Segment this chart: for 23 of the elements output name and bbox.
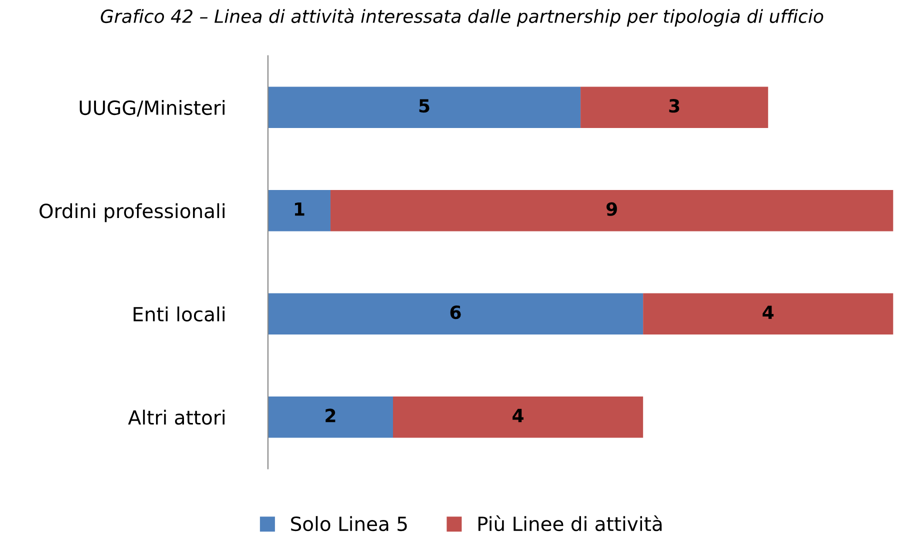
- legend-label: Più Linee di attività: [478, 515, 662, 532]
- data-label: 9: [606, 202, 617, 216]
- data-label: 1: [294, 202, 304, 216]
- data-label: 5: [419, 99, 430, 113]
- bar: [393, 396, 644, 438]
- bar: [330, 190, 894, 232]
- bar: [268, 396, 393, 438]
- y-tick-label: Enti locali: [134, 306, 224, 322]
- bar: [580, 86, 768, 128]
- data-label: 2: [326, 408, 336, 422]
- bar: [268, 190, 330, 232]
- bar: [268, 86, 581, 128]
- data-label: 4: [762, 306, 774, 319]
- bar: [643, 293, 894, 335]
- y-tick-label: UUGG/Ministeri: [80, 100, 224, 117]
- y-tick-label: Altri attori: [128, 410, 224, 425]
- data-label: 3: [669, 98, 680, 113]
- legend-label: Solo Linea 5: [291, 516, 407, 532]
- data-label: 6: [450, 305, 461, 320]
- bar: [268, 293, 644, 335]
- data-label: 4: [512, 408, 524, 422]
- y-tick-label: Ordini professionali: [40, 203, 224, 222]
- chart-title: Grafico 42 – Linea di attività interessata dalle partnership per tipologia di ufficio: [100, 8, 824, 27]
